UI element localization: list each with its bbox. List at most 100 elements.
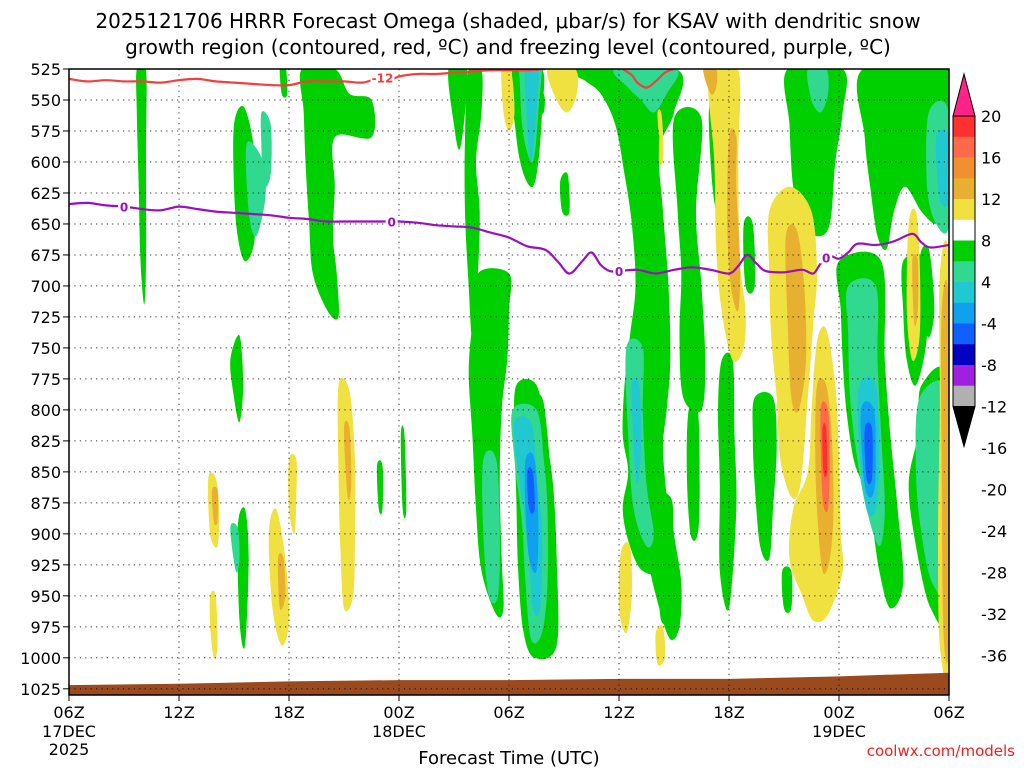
omega-region-61 [288, 454, 297, 535]
colorbar-band-4 [953, 199, 975, 221]
omega-region-77 [211, 486, 219, 526]
omega-region-65 [337, 377, 356, 612]
omega-region-52 [527, 467, 535, 514]
dgz-minus12-line-b [622, 69, 675, 89]
omega-region-75 [343, 420, 352, 501]
colorbar-bottom-triangle [952, 406, 976, 449]
credit-text: coolwx.com/models [867, 742, 1015, 760]
omega-region-33 [245, 141, 266, 237]
omega-region-54 [501, 69, 515, 131]
colorbar-label-6: -8 [981, 356, 997, 375]
y-tick-label-20: 1025 [20, 680, 61, 699]
colorbar-band-12 [953, 365, 975, 387]
x-tick-label-7: 00Z [823, 703, 854, 722]
omega-region-47 [631, 377, 642, 485]
y-tick-label-11: 800 [30, 401, 61, 420]
x-tick-date-7: 19DEC [812, 722, 866, 741]
terrain-ground [69, 672, 949, 695]
y-tick-label-8: 725 [30, 308, 61, 327]
colorbar-top-triangle [952, 72, 976, 117]
y-tick-label-17: 950 [30, 587, 61, 606]
y-tick-label-15: 900 [30, 525, 61, 544]
x-tick-label-4: 06Z [493, 703, 524, 722]
colorbar-band-10 [953, 323, 975, 345]
omega-region-27 [279, 69, 288, 98]
colorbar-label-4: 4 [981, 273, 991, 292]
grid-lines [68, 68, 950, 695]
freezing-level-label-3-bg [820, 250, 833, 264]
omega-region-22 [658, 585, 669, 625]
colorbar-band-2 [953, 157, 975, 179]
omega-region-67 [655, 625, 666, 666]
colorbar-band-9 [953, 302, 975, 324]
omega-region-14 [856, 69, 949, 250]
x-tick-label-2: 18Z [273, 703, 304, 722]
colorbar-band-5 [953, 219, 975, 241]
omega-region-56 [707, 69, 746, 363]
omega-region-53 [864, 422, 873, 485]
y-tick-label-13: 850 [30, 463, 61, 482]
colorbar-band-7 [953, 261, 975, 283]
y-tick-label-19: 1000 [20, 649, 61, 668]
omega-region-44 [230, 522, 240, 573]
omega-region-66 [618, 542, 633, 634]
colorbar-label-5: -4 [981, 315, 997, 334]
y-tick-label-3: 600 [30, 153, 61, 172]
omega-region-0 [136, 69, 147, 305]
colorbar-label-1: 16 [981, 149, 1001, 168]
ground-fill [69, 672, 949, 695]
omega-region-69 [657, 109, 664, 141]
y-tick-label-9: 750 [30, 339, 61, 358]
y-tick-label-0: 525 [30, 60, 61, 79]
y-tick-label-2: 575 [30, 122, 61, 141]
y-tick-label-18: 975 [30, 618, 61, 637]
y-tick-label-10: 775 [30, 370, 61, 389]
omega-region-3 [464, 69, 483, 336]
omega-region-7 [568, 69, 684, 575]
y-tick-label-1: 550 [30, 91, 61, 110]
omega-region-68 [658, 134, 664, 166]
x-tick-date-0: 17DEC [42, 722, 96, 741]
freezing-level-label-3: 0 [822, 251, 830, 265]
colorbar-label-0: 20 [981, 107, 1001, 126]
y-axis: 525 550 575 600 625 650 675 700 725 750 775 800 825 8… [20, 60, 69, 699]
y-tick-label-6: 675 [30, 246, 61, 265]
omega-region-78 [703, 69, 718, 95]
omega-region-11 [752, 392, 777, 562]
colorbar-label-13: -36 [981, 647, 1007, 666]
omega-region-80 [822, 423, 828, 478]
colorbar-band-6 [953, 240, 975, 262]
colorbar-band-0 [953, 116, 975, 138]
omega-region-49 [935, 129, 949, 207]
omega-region-43 [807, 69, 829, 113]
colorbar-label-2: 12 [981, 190, 1001, 209]
colorbar-band-8 [953, 282, 975, 304]
x-tick-label-1: 12Z [163, 703, 194, 722]
y-tick-label-14: 875 [30, 494, 61, 513]
colorbar-legend: 20 16 12 8 4 -4 -8 -12 -16 -20 -24 -28 -32 -36 [952, 72, 1007, 666]
freezing-level-label-0-bg [118, 199, 130, 213]
freezing-level-label-0: 0 [120, 201, 128, 215]
x-tick-label-5: 12Z [603, 703, 634, 722]
freezing-level-label-2: 0 [615, 265, 623, 279]
dgz-label: -12 [372, 72, 394, 86]
y-tick-label-7: 700 [30, 277, 61, 296]
freezing-level-label-1: 0 [387, 215, 395, 229]
omega-region-70 [727, 128, 741, 312]
omega-region-37 [482, 450, 500, 604]
y-tick-label-4: 625 [30, 184, 61, 203]
omega-region-64 [209, 590, 218, 659]
omega-shading [136, 69, 949, 682]
x-tick-date-3: 18DEC [372, 722, 426, 741]
freezing-level-label-2-bg [613, 264, 625, 278]
colorbar-label-8: -16 [981, 439, 1007, 458]
chart-title-line2: growth region (contoured, red, ºC) and f… [125, 35, 891, 59]
omega-region-26 [400, 425, 407, 519]
colorbar-label-11: -28 [981, 564, 1007, 583]
omega-region-29 [559, 172, 570, 216]
omega-region-31 [781, 566, 793, 613]
omega-region-34 [260, 111, 272, 189]
colorbar-band-13 [953, 385, 975, 407]
omega-region-8 [672, 106, 706, 413]
